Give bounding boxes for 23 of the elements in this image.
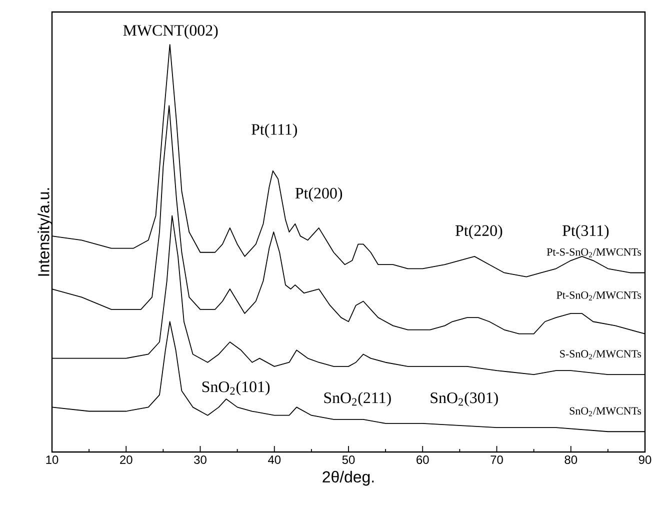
x-axis-title: 2θ/deg. [322, 470, 374, 486]
x-tick-label: 90 [638, 456, 652, 464]
x-tick-label: 10 [46, 456, 58, 464]
x-tick-label: 70 [490, 456, 503, 464]
series-label: Pt-S-SnO$_{2}$/MWCNTs [546, 248, 642, 258]
series-label: Pt-SnO$_{2}$/MWCNTs [556, 291, 642, 300]
series-label: S-SnO$_{2}$/MWCNTs [560, 350, 642, 360]
x-tick-label: 20 [120, 456, 132, 464]
x-tick-label: 60 [416, 456, 429, 464]
x-tick-label: 40 [268, 456, 281, 464]
annotation: Pt(111) [252, 124, 297, 138]
annotation: SnO$_{2}$(101) [202, 380, 270, 396]
annotation: Pt(311) [562, 224, 609, 240]
x-tick-label: 50 [342, 456, 355, 464]
series-label: SnO$_{2}$/MWCNTs [570, 407, 642, 416]
x-tick-label: 30 [194, 456, 206, 464]
annotation: SnO$_{2}$(211) [324, 392, 391, 406]
annotation: SnO$_{2}$(301) [430, 392, 498, 406]
annotation: Pt(200) [295, 187, 342, 202]
annotation: Pt(220) [456, 224, 502, 240]
x-tick-label: 80 [564, 456, 578, 464]
text: MWCNT(002) [123, 24, 218, 40]
y-axis-title: Intensity/a.u. [38, 188, 52, 276]
